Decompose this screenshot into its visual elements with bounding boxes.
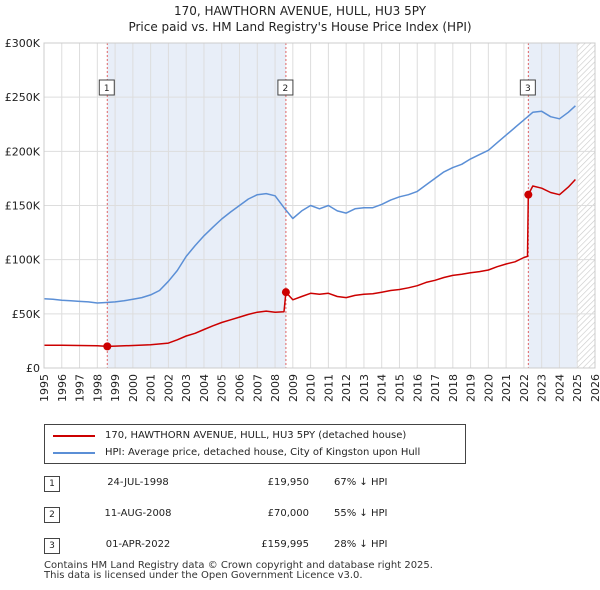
y-tick-label: £100K [5,254,41,267]
x-tick-label: 2006 [234,374,247,402]
x-tick-label: 2010 [305,374,318,402]
transaction-hpi: 28% ↓ HPI [334,539,388,550]
transaction-row: 2 11-AUG-2008 £70,000 55% ↓ HPI [44,505,464,525]
footer-copyright: Contains HM Land Registry data © Crown c… [44,560,433,571]
plot-frame [43,42,596,369]
hpi-series-line [43,105,576,304]
x-tick-label: 2002 [162,374,175,402]
legend-label-hpi: HPI: Average price, detached house, City… [105,447,421,458]
transaction-row: 1 24-JUL-1998 £19,950 67% ↓ HPI [44,474,464,494]
x-tick-label: 2020 [482,374,495,402]
x-tick-label: 2024 [553,374,566,402]
transaction-price: £70,000 [267,508,309,519]
x-tick-label: 2026 [589,374,600,402]
legend: 170, HAWTHORN AVENUE, HULL, HU3 5PY (det… [44,424,466,464]
transaction-price: £19,950 [267,477,309,488]
x-tick-label: 2021 [500,374,513,402]
x-tick-label: 2012 [340,374,353,402]
transaction-hpi: 55% ↓ HPI [334,508,388,519]
x-tick-label: 2004 [198,374,211,402]
y-tick-label: £50K [12,308,41,321]
y-tick-label: £200K [5,145,41,158]
x-tick-label: 2022 [518,374,531,402]
x-tick-label: 2007 [251,374,264,402]
sale-point [281,288,290,297]
sale-point [103,342,112,351]
x-tick-label: 2005 [216,374,229,402]
sale-number-box [98,79,115,96]
x-tick-label: 2015 [393,374,406,402]
x-tick-label: 2025 [571,374,584,402]
sale-number-label: 2 [283,84,289,94]
chart-subtitle: Price paid vs. HM Land Registry's House … [128,20,472,34]
sale-number-box [519,79,536,96]
x-tick-label: 2008 [269,374,282,402]
transaction-date: 11-AUG-2008 [104,508,172,519]
y-tick-label: £300K [5,37,41,50]
x-tick-label: 2016 [411,374,424,402]
y-tick-label: £150K [5,200,41,213]
price-paid-series-line [44,178,576,348]
x-tick-label: 2009 [287,374,300,402]
footer: Contains HM Land Registry data © Crown c… [44,561,433,581]
x-tick-label: 2001 [145,374,158,402]
legend-swatch-hpi [53,452,95,454]
x-tick-label: 2003 [180,374,193,402]
x-tick-label: 1999 [109,374,122,402]
legend-label-price-paid: 170, HAWTHORN AVENUE, HULL, HU3 5PY (det… [105,430,407,441]
x-tick-label: 2018 [447,374,460,402]
price-chart: 1 2 3 £0 £50K £100K £150K £200K £250K £300K 1995 1… [5,37,600,402]
x-tick-label: 1996 [56,374,69,402]
transaction-date: 24-JUL-1998 [107,477,169,488]
y-tick-label: £0 [26,362,40,375]
sale-number-label: 3 [525,84,531,94]
x-tick-label: 2019 [465,374,478,402]
x-tick-label: 2013 [358,374,371,402]
x-tick-label: 1995 [38,374,51,402]
x-tick-label: 1998 [91,374,104,402]
transaction-badge: 2 [44,507,60,523]
x-tick-label: 2023 [536,374,549,402]
transaction-price: £159,995 [261,539,309,550]
chart-title: 170, HAWTHORN AVENUE, HULL, HU3 5PY [173,4,427,18]
x-tick-label: 1997 [74,374,87,402]
footer-licence: This data is licensed under the Open Gov… [44,570,363,581]
transaction-hpi: 67% ↓ HPI [334,477,388,488]
transaction-badge: 3 [44,538,60,554]
x-tick-label: 2017 [429,374,442,402]
x-tick-label: 2011 [322,374,335,402]
transaction-row: 3 01-APR-2022 £159,995 28% ↓ HPI [44,536,464,556]
x-tick-label: 2014 [376,374,389,402]
sale-number-box [277,79,294,96]
x-tick-label: 2000 [127,374,140,402]
transaction-date: 01-APR-2022 [105,539,171,550]
legend-swatch-price-paid [53,435,95,437]
transaction-badge: 1 [44,476,60,492]
y-tick-label: £250K [5,91,41,104]
sale-point [524,190,533,199]
sale-number-label: 1 [104,84,110,94]
